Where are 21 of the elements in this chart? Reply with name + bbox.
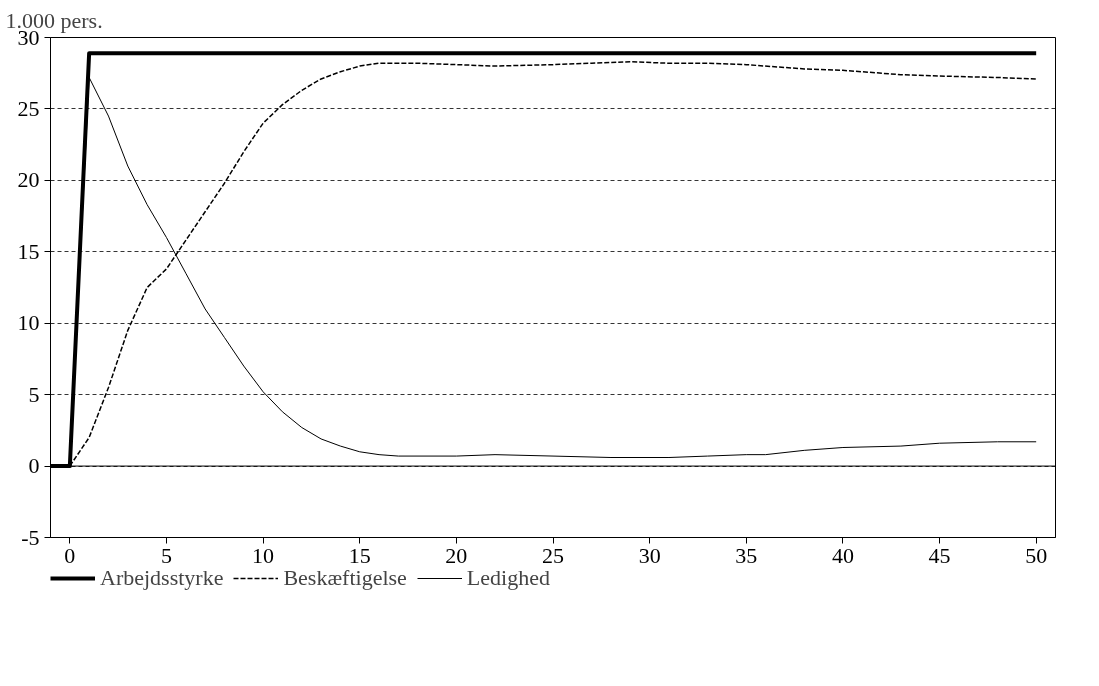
- y-tick-label: -5: [21, 524, 40, 550]
- y-tick-label: 20: [17, 167, 40, 193]
- x-tick-label: 50: [1025, 542, 1048, 568]
- x-tick-label: 20: [445, 542, 468, 568]
- x-tick-label: 30: [638, 542, 661, 568]
- x-tick-label: 40: [831, 542, 854, 568]
- x-tick-label: 25: [542, 542, 564, 568]
- x-tick-label: 5: [160, 542, 172, 568]
- x-tick-label: 10: [252, 542, 275, 568]
- legend-label: Ledighed: [466, 565, 550, 591]
- y-tick-label: 5: [28, 381, 40, 407]
- y-tick-label: 10: [17, 310, 40, 336]
- y-tick-label: 15: [17, 238, 40, 264]
- x-tick-label: 35: [735, 542, 758, 568]
- y-tick-label: 0: [28, 453, 40, 479]
- x-tick-label: 15: [348, 542, 371, 568]
- x-tick-label: 45: [928, 542, 951, 568]
- y-tick-label: 25: [17, 95, 40, 121]
- x-tick-label: 0: [64, 542, 76, 568]
- legend-label: Beskæftigelse: [283, 565, 407, 591]
- legend-label: Arbejdsstyrke: [100, 565, 224, 591]
